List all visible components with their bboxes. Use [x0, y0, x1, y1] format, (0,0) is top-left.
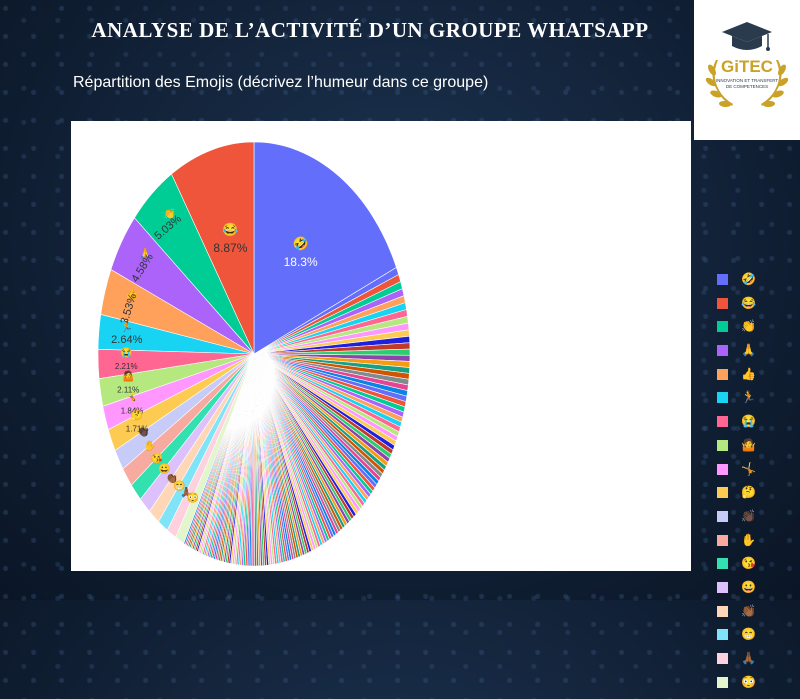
- pie-slice-percent-label: 2.21%: [115, 362, 138, 371]
- pie-slice: [171, 141, 255, 355]
- legend-item[interactable]: 👏🏿: [711, 508, 761, 534]
- chart-panel: 🤣 18.3% 😂 8.87% 👏 5.03% 🙏 4.58% 👍 3.53% 🏃 2.64% 😭 2.2…: [71, 121, 756, 689]
- legend-label: 👏: [741, 319, 756, 334]
- pie-slice-emoji: 👏: [164, 207, 176, 220]
- legend-item[interactable]: ✋: [711, 532, 761, 558]
- legend-swatch: [717, 558, 728, 570]
- legend-swatch: [717, 439, 728, 451]
- legend-swatch: [717, 368, 728, 380]
- logo-tagline-2: DE COMPETENCES: [726, 84, 768, 89]
- pie-slice-emoji: 🤸: [126, 391, 138, 404]
- pie-slice-percent-label: 1.84%: [121, 407, 144, 416]
- gitec-logo: GiTEC INNOVATION ET TRANSFERT DE COMPETE…: [694, 0, 800, 140]
- legend-label: 😘: [741, 556, 756, 571]
- pie-slice-emoji: 🙏: [139, 248, 151, 260]
- legend-swatch: [717, 416, 728, 428]
- legend-item[interactable]: 😳: [711, 674, 761, 699]
- legend-label: 😀: [741, 579, 756, 594]
- logo-text: GiTEC: [721, 57, 773, 76]
- pie-slice-emoji: ✋: [144, 439, 156, 452]
- legend-item[interactable]: 😁: [711, 627, 761, 652]
- pie-slice-emoji: 👏🏿: [137, 425, 149, 438]
- legend-swatch: [717, 274, 728, 285]
- legend-item[interactable]: 🤸: [711, 461, 761, 487]
- pie-slice-emoji: 😀: [158, 463, 170, 475]
- pie-slice-emoji: 👍: [126, 287, 138, 300]
- pie-slice-percent-label: 8.87%: [213, 241, 247, 255]
- slide-subtitle: Répartition des Emojis (décrivez l’humeu…: [73, 74, 489, 91]
- legend-swatch: [717, 487, 728, 499]
- pie-slice-emoji: 🤷: [122, 370, 134, 383]
- legend-label: 👏🏾: [741, 603, 756, 618]
- legend-swatch: [717, 605, 728, 617]
- legend-item[interactable]: 😘: [711, 556, 761, 581]
- legend-item[interactable]: 😂: [711, 295, 761, 321]
- legend-label: 👏🏿: [741, 508, 756, 523]
- legend-item[interactable]: 🙏🏾: [711, 651, 761, 676]
- legend-item[interactable]: 😭: [711, 414, 761, 439]
- legend-label: 🤔: [741, 485, 756, 500]
- legend-item[interactable]: 🤷: [711, 437, 761, 463]
- legend-item[interactable]: 👏🏾: [711, 603, 761, 629]
- pie-slice-percent-label: 1.71%: [126, 425, 149, 434]
- logo-tagline-1: INNOVATION ET TRANSFERT: [716, 78, 779, 83]
- chart-legend: 🤣 😂 👏 🙏 👍 🏃 😭 🤷 🤸 🤔 👏🏿 ✋ 😘 😀 👏🏾 😁 🙏🏾 😳: [711, 272, 761, 699]
- legend-item[interactable]: 🤣: [711, 272, 761, 297]
- legend-label: 🤷: [741, 437, 756, 452]
- legend-label: 👍: [741, 366, 756, 381]
- pie-slice-percent-label: 2.11%: [117, 386, 139, 395]
- legend-item[interactable]: 🤔: [711, 485, 761, 510]
- legend-swatch: [717, 510, 728, 522]
- legend-swatch: [717, 463, 728, 475]
- pie-slice-emoji: 😘: [151, 452, 163, 464]
- pie-slice-emoji: 🏃: [121, 320, 133, 333]
- pie-slice-emoji: 😁: [173, 480, 185, 492]
- legend-item[interactable]: 🏃: [711, 390, 761, 415]
- legend-label: 😂: [741, 295, 756, 310]
- pie-slice-emoji: 😭: [120, 347, 132, 359]
- legend-swatch: [717, 321, 728, 333]
- legend-swatch: [717, 676, 728, 688]
- pie-slice-emoji: 😂: [222, 222, 238, 237]
- pie-slice: [253, 141, 397, 355]
- legend-label: 🤸: [741, 461, 756, 476]
- pie-slice-emoji: 🙏🏾: [180, 486, 192, 498]
- legend-label: ✋: [741, 532, 756, 547]
- pie-slice-emoji: 👏🏾: [166, 471, 178, 484]
- legend-swatch: [717, 581, 728, 593]
- pie-slice-emoji: 🤔: [131, 410, 143, 422]
- legend-item[interactable]: 👍: [711, 366, 761, 392]
- emoji-pie-chart: 🤣18.3%😂8.87%👏5.03%🙏4.58%👍3.53%🏃2.64%😭2.2…: [97, 141, 411, 567]
- pie-slice-emoji: 🤣: [292, 236, 309, 252]
- legend-label: 🏃: [741, 390, 756, 405]
- legend-label: 🙏: [741, 343, 756, 358]
- legend-label: 😁: [741, 627, 756, 642]
- legend-label: 🙏🏾: [741, 651, 756, 665]
- legend-item[interactable]: 😀: [711, 579, 761, 605]
- legend-swatch: [717, 392, 728, 404]
- pie-slice-percent-label: 18.3%: [284, 255, 318, 269]
- legend-swatch: [717, 629, 728, 641]
- slide-title: Analyse de l’activité d’un groupe WhatsA…: [91, 18, 649, 42]
- legend-swatch: [717, 297, 728, 309]
- legend-swatch: [717, 345, 728, 357]
- legend-swatch: [717, 653, 728, 664]
- legend-item[interactable]: 🙏: [711, 343, 761, 368]
- legend-label: 😭: [741, 414, 756, 429]
- legend-label: 😳: [741, 674, 756, 689]
- graduation-cap-laurel-icon: GiTEC INNOVATION ET TRANSFERT DE COMPETE…: [705, 22, 789, 108]
- legend-label: 🤣: [741, 272, 756, 286]
- pie-slice: [175, 353, 255, 544]
- legend-item[interactable]: 👏: [711, 319, 761, 344]
- legend-swatch: [717, 534, 728, 546]
- pie-slice-percent-label: 2.64%: [111, 334, 142, 346]
- pie-slice-emoji: 😳: [187, 492, 199, 504]
